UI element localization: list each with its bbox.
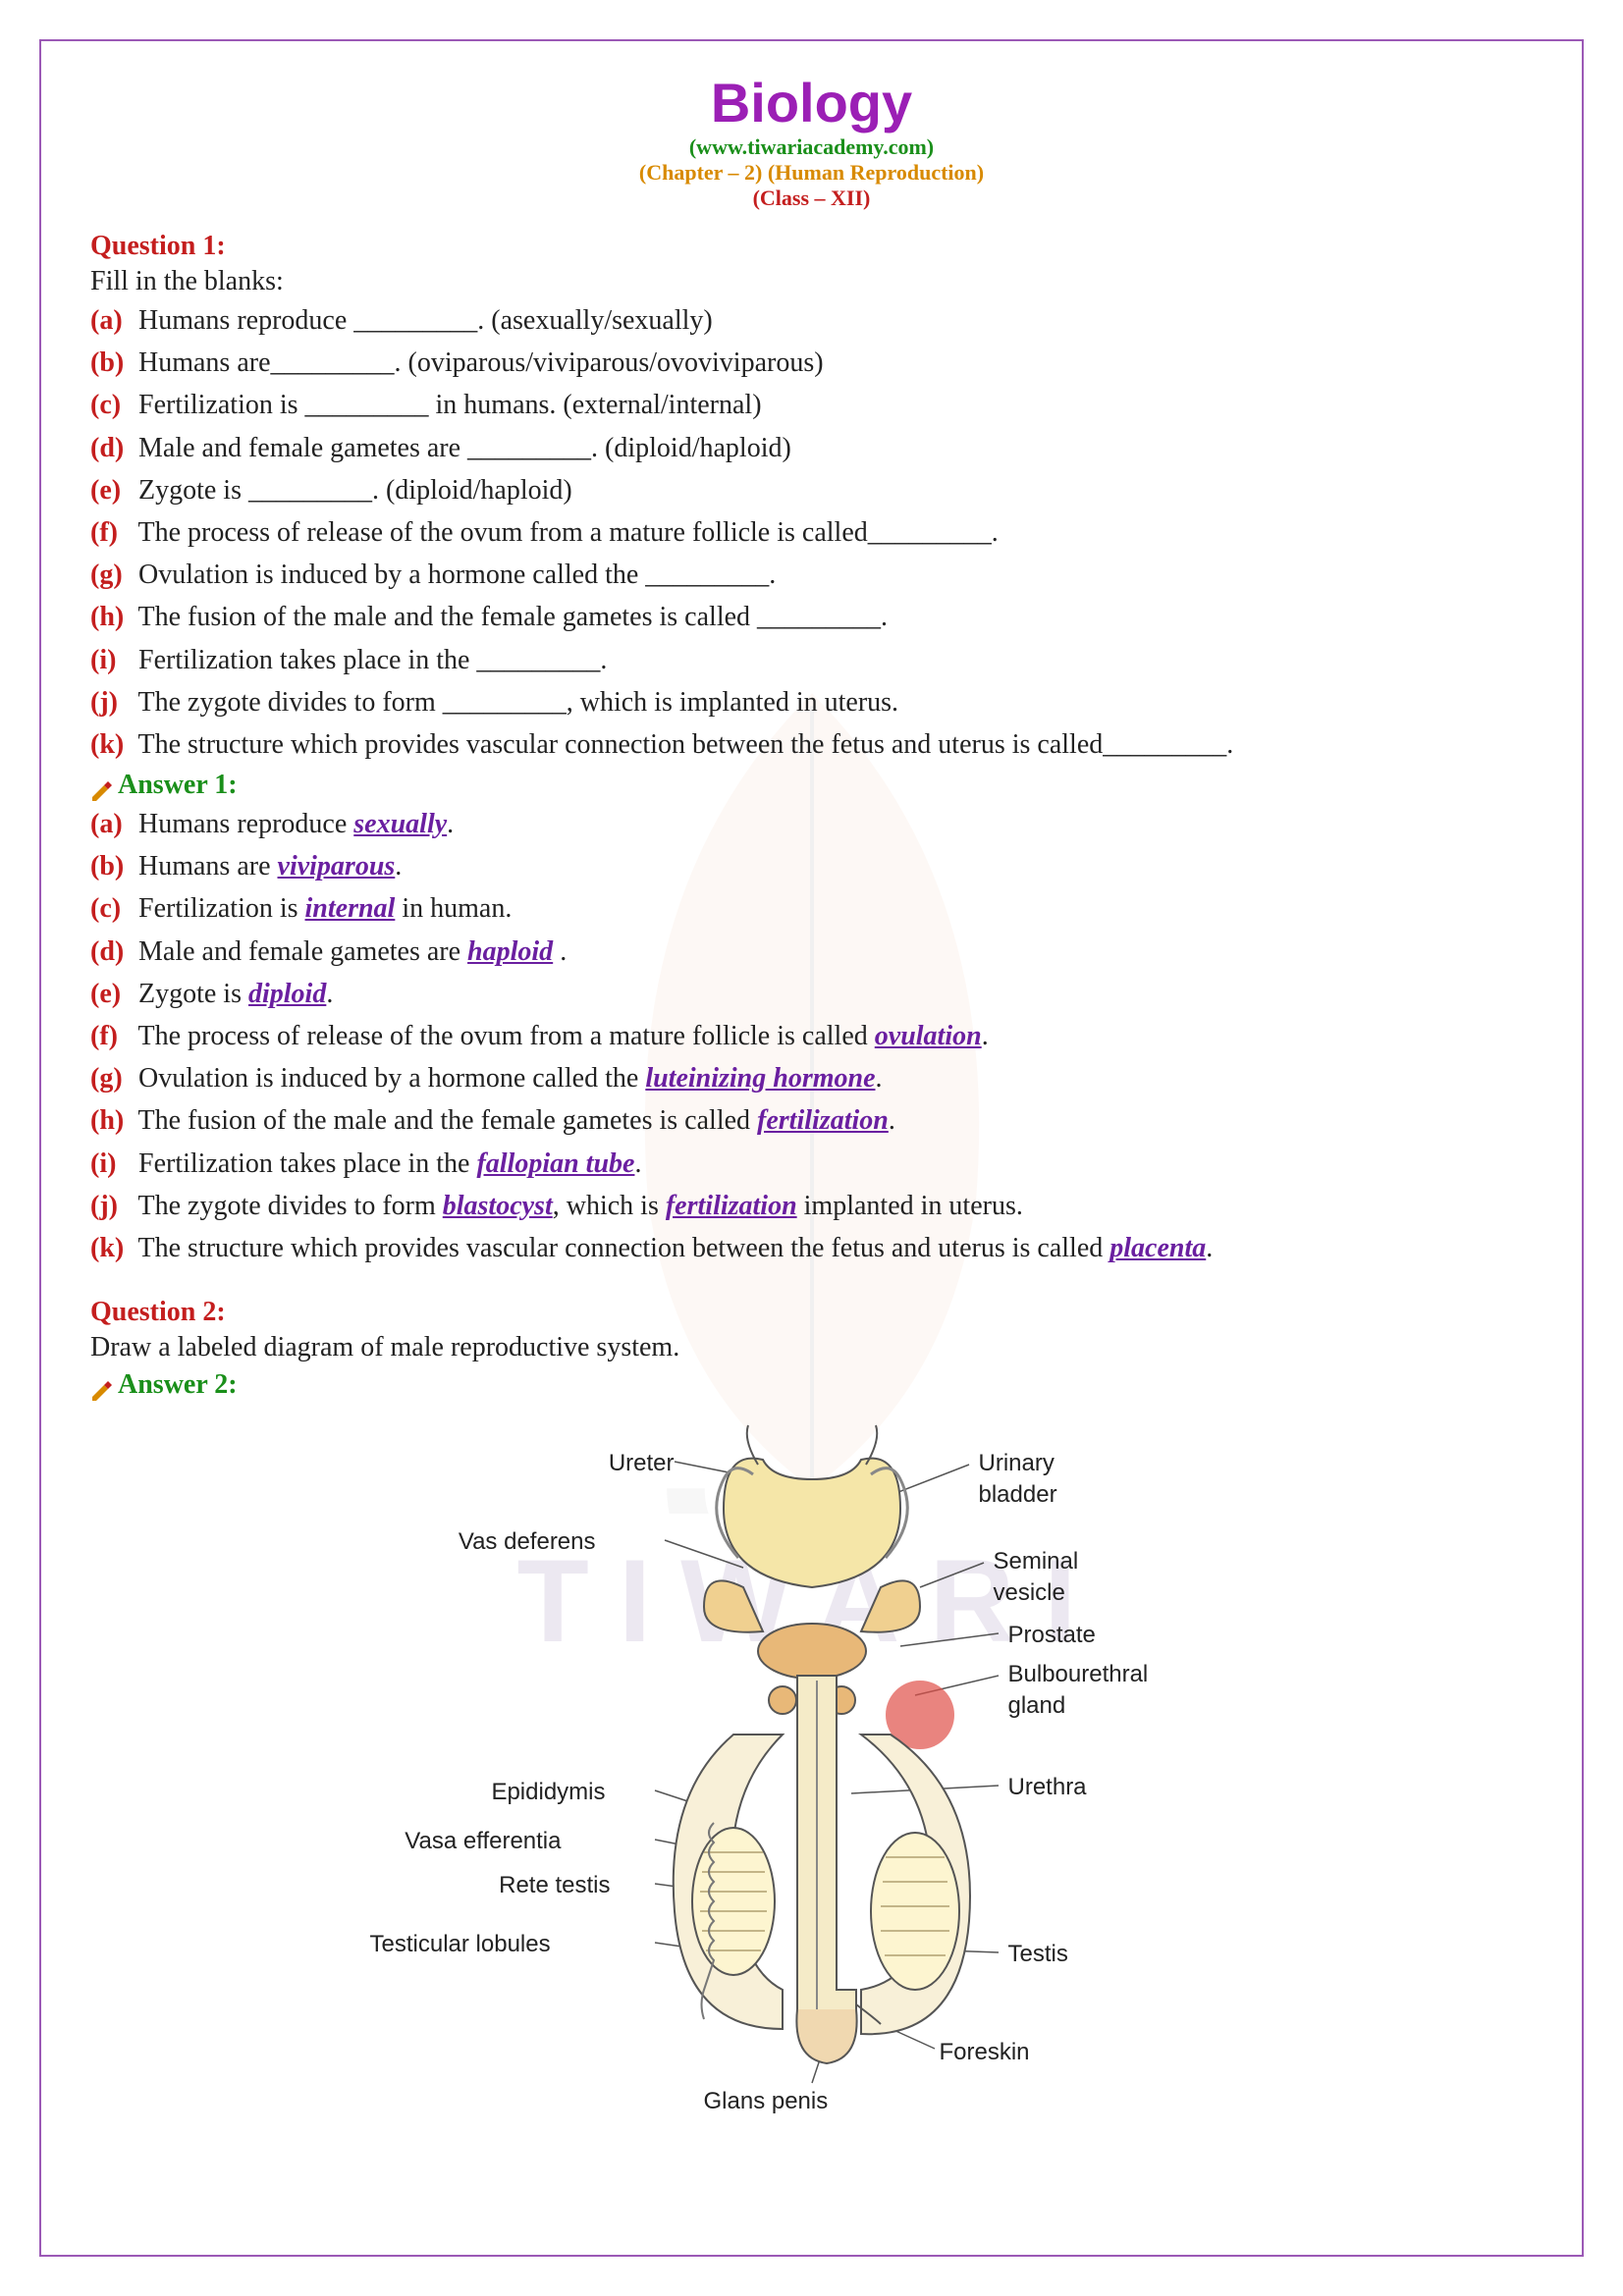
diagram-label: gland xyxy=(1008,1692,1066,1720)
diagram-label: Vas deferens xyxy=(370,1528,596,1556)
diagram-label: Vasa efferentia xyxy=(370,1828,562,1855)
question-2-label: Question 2: xyxy=(90,1297,1533,1328)
answer-1-label-text: Answer 1: xyxy=(118,770,238,800)
item-letter: (b) xyxy=(90,344,132,382)
chapter-line: (Chapter – 2) (Human Reproduction) xyxy=(90,160,1533,186)
answer-item: (j) The zygote divides to form blastocys… xyxy=(90,1187,1533,1225)
item-letter: (c) xyxy=(90,889,132,928)
answer-1-label: Answer 1: xyxy=(90,770,1533,801)
document-header: Biology (www.tiwariacademy.com) (Chapter… xyxy=(90,71,1533,211)
question-2-intro: Draw a labeled diagram of male reproduct… xyxy=(90,1332,1533,1363)
question-item: (i) Fertilization takes place in the ___… xyxy=(90,641,1533,679)
answer-item: (f) The process of release of the ovum f… xyxy=(90,1017,1533,1055)
question-1-label: Question 1: xyxy=(90,231,1533,262)
item-letter: (d) xyxy=(90,933,132,971)
question-item: (k) The structure which provides vascula… xyxy=(90,725,1533,764)
item-letter: (f) xyxy=(90,513,132,552)
diagram-label: Foreskin xyxy=(940,2039,1030,2066)
answer-item: (k) The structure which provides vascula… xyxy=(90,1229,1533,1267)
class-line: (Class – XII) xyxy=(90,186,1533,211)
item-letter: (i) xyxy=(90,1145,132,1183)
question-item: (j) The zygote divides to form _________… xyxy=(90,683,1533,721)
diagram-label: Testicular lobules xyxy=(370,1931,532,1958)
question-item: (b) Humans are_________. (oviparous/vivi… xyxy=(90,344,1533,382)
item-letter: (j) xyxy=(90,1187,132,1225)
question-item: (a) Humans reproduce _________. (asexual… xyxy=(90,301,1533,340)
diagram-label: Seminal xyxy=(994,1548,1079,1575)
pen-icon xyxy=(90,777,114,797)
item-letter: (j) xyxy=(90,683,132,721)
item-letter: (f) xyxy=(90,1017,132,1055)
answer-item: (a) Humans reproduce sexually. xyxy=(90,805,1533,843)
question-item: (h) The fusion of the male and the femal… xyxy=(90,598,1533,636)
answer-word: internal xyxy=(305,893,396,924)
item-letter: (d) xyxy=(90,429,132,467)
diagram-label: Urinary xyxy=(979,1450,1055,1477)
item-letter: (g) xyxy=(90,556,132,594)
diagram-label: bladder xyxy=(979,1481,1057,1509)
answer-2-label-text: Answer 2: xyxy=(118,1369,238,1400)
male-reproductive-diagram: Ureter Vas deferens Epididymis Vasa efferen… xyxy=(370,1420,1254,2127)
item-letter: (g) xyxy=(90,1059,132,1097)
page-title: Biology xyxy=(90,71,1533,134)
item-letter: (e) xyxy=(90,975,132,1013)
pen-icon xyxy=(90,1377,114,1397)
item-letter: (h) xyxy=(90,598,132,636)
content-wrapper: Biology (www.tiwariacademy.com) (Chapter… xyxy=(90,71,1533,2132)
diagram-label: Urethra xyxy=(1008,1774,1087,1801)
question-item: (g) Ovulation is induced by a hormone ca… xyxy=(90,556,1533,594)
answer-word: fertilization xyxy=(757,1105,889,1136)
diagram-label: Prostate xyxy=(1008,1622,1096,1649)
diagram-container: Ureter Vas deferens Epididymis Vasa efferen… xyxy=(90,1420,1533,2132)
answer-word: fertilization xyxy=(666,1191,797,1221)
page-container: TIWARI Biology (www.tiwariacademy.com) (… xyxy=(39,39,1584,2257)
answer-item: (d) Male and female gametes are haploid … xyxy=(90,933,1533,971)
answer-1-items: (a) Humans reproduce sexually. (b) Humans… xyxy=(90,805,1533,1267)
question-item: (f) The process of release of the ovum f… xyxy=(90,513,1533,552)
question-1-items: (a) Humans reproduce _________. (asexual… xyxy=(90,301,1533,764)
question-item: (e) Zygote is _________. (diploid/haploi… xyxy=(90,471,1533,509)
answer-item: (g) Ovulation is induced by a hormone ca… xyxy=(90,1059,1533,1097)
answer-item: (i) Fertilization takes place in the fal… xyxy=(90,1145,1533,1183)
anatomy-svg xyxy=(370,1420,1254,2127)
item-letter: (a) xyxy=(90,301,132,340)
answer-item: (h) The fusion of the male and the femal… xyxy=(90,1101,1533,1140)
question-1-intro: Fill in the blanks: xyxy=(90,266,1533,297)
answer-word: haploid xyxy=(467,936,553,967)
diagram-label: vesicle xyxy=(994,1579,1065,1607)
diagram-label: Ureter xyxy=(370,1450,675,1477)
diagram-label: Glans penis xyxy=(704,2088,829,2115)
item-letter: (e) xyxy=(90,471,132,509)
answer-item: (e) Zygote is diploid. xyxy=(90,975,1533,1013)
answer-word: ovulation xyxy=(875,1021,982,1051)
website-line: (www.tiwariacademy.com) xyxy=(90,134,1533,160)
answer-word: diploid xyxy=(248,979,326,1009)
answer-word: placenta xyxy=(1109,1233,1206,1263)
answer-2-label: Answer 2: xyxy=(90,1369,1533,1401)
answer-word: sexually xyxy=(353,809,447,839)
diagram-label: Bulbourethral xyxy=(1008,1661,1149,1688)
item-letter: (k) xyxy=(90,725,132,764)
item-letter: (k) xyxy=(90,1229,132,1267)
item-letter: (i) xyxy=(90,641,132,679)
item-letter: (h) xyxy=(90,1101,132,1140)
question-item: (c) Fertilization is _________ in humans… xyxy=(90,386,1533,424)
answer-word: viviparous xyxy=(278,851,396,881)
question-item: (d) Male and female gametes are ________… xyxy=(90,429,1533,467)
diagram-label: Epididymis xyxy=(370,1779,606,1806)
answer-word: blastocyst xyxy=(443,1191,553,1221)
item-letter: (c) xyxy=(90,386,132,424)
item-letter: (b) xyxy=(90,847,132,885)
answer-word: luteinizing hormone xyxy=(645,1063,875,1094)
answer-word: fallopian tube xyxy=(476,1148,634,1179)
answer-item: (b) Humans are viviparous. xyxy=(90,847,1533,885)
answer-item: (c) Fertilization is internal in human. xyxy=(90,889,1533,928)
item-letter: (a) xyxy=(90,805,132,843)
diagram-label: Testis xyxy=(1008,1941,1068,1968)
diagram-label: Rete testis xyxy=(370,1872,611,1899)
